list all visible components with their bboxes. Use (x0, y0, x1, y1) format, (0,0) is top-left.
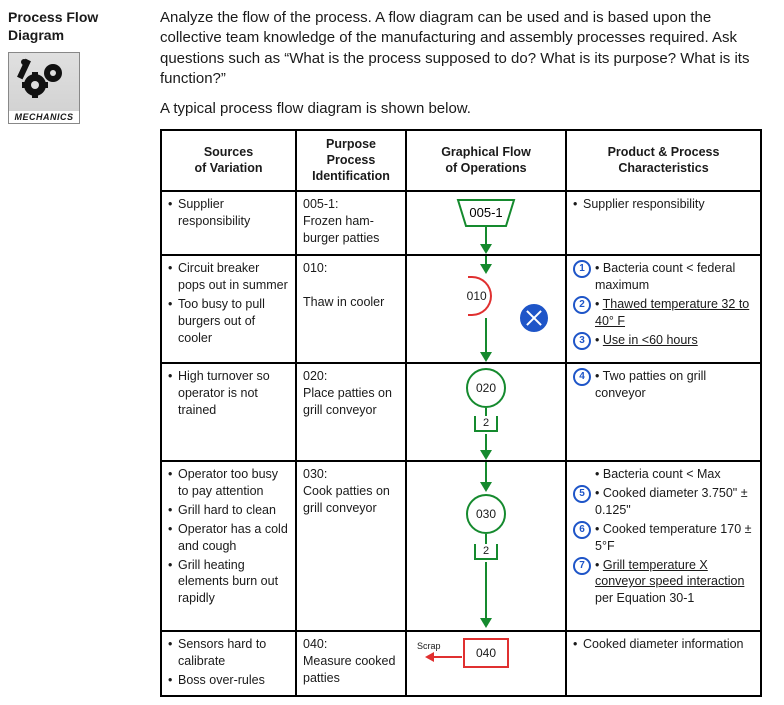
right-column: Analyze the flow of the process. A flow … (160, 8, 776, 697)
cell-flow: Scrap 040 (406, 631, 566, 696)
cell-purpose: 020: Place patties on grill conveyor (296, 363, 406, 461)
char-badge: 1 (573, 260, 591, 278)
table-row: Supplier responsibility 005-1: Frozen ha… (161, 191, 761, 255)
header-flow: Graphical Flow of Operations (406, 130, 566, 191)
table-row: Circuit breaker pops out in summer Too b… (161, 255, 761, 363)
header-sources: Sources of Variation (161, 130, 296, 191)
char-badge: 4 (573, 368, 591, 386)
char-badge: 3 (573, 332, 591, 350)
char-badge: 5 (573, 485, 591, 503)
page-root: Process Flow Diagram MECHANICS (8, 8, 776, 697)
cell-purpose: 030: Cook patties on grill conveyor (296, 461, 406, 631)
header-purpose: Purpose Process Identification (296, 130, 406, 191)
cell-flow: 005-1 (406, 191, 566, 255)
table-row: Sensors hard to calibrate Boss over-rule… (161, 631, 761, 696)
header-chars: Product & Process Characteristics (566, 130, 761, 191)
cell-flow: 010 (406, 255, 566, 363)
char-badge: 7 (573, 557, 591, 575)
trapezoid-node-icon: 005-1 (454, 198, 518, 228)
cell-sources: High turnover so operator is not trained (161, 363, 296, 461)
scrap-label: Scrap (417, 640, 441, 652)
char-badge: 6 (573, 521, 591, 539)
table-body: Supplier responsibility 005-1: Frozen ha… (161, 191, 761, 696)
svg-text:005-1: 005-1 (469, 205, 502, 220)
arrow-left-icon (425, 652, 462, 662)
cell-purpose: 010: Thaw in cooler (296, 255, 406, 363)
cell-chars: 1 Bacteria count < federal maximum 2 Tha… (566, 255, 761, 363)
section-title-line1: Process Flow (8, 9, 98, 25)
circle-node-icon: 030 (466, 494, 506, 534)
cell-purpose: 005-1: Frozen ham- burger patties (296, 191, 406, 255)
delay-node-icon: 2 (474, 544, 498, 560)
cell-chars: 4 Two patties on grill conveyor (566, 363, 761, 461)
table-row: High turnover so operator is not trained… (161, 363, 761, 461)
square-node-icon: 040 (463, 638, 509, 668)
cell-sources: Supplier responsibility (161, 191, 296, 255)
section-title-line2: Diagram (8, 27, 64, 43)
cell-chars: Supplier responsibility (566, 191, 761, 255)
cell-flow: 020 2 (406, 363, 566, 461)
cell-flow: 030 2 (406, 461, 566, 631)
cell-sources: Operator too busy to pay attention Grill… (161, 461, 296, 631)
half-circle-node-icon: 010 (468, 276, 492, 316)
table-row: Operator too busy to pay attention Grill… (161, 461, 761, 631)
table-header-row: Sources of Variation Purpose Process Ide… (161, 130, 761, 191)
cell-purpose: 040: Measure cooked patties (296, 631, 406, 696)
mechanics-label: MECHANICS (9, 111, 79, 123)
inspection-x-icon (520, 304, 548, 332)
delay-node-icon: 2 (474, 416, 498, 432)
cell-chars: Cooked diameter information (566, 631, 761, 696)
cell-chars: Bacteria count < Max 5 Cooked diameter 3… (566, 461, 761, 631)
mechanics-icon: MECHANICS (8, 52, 80, 124)
paragraph-1: Analyze the flow of the process. A flow … (160, 8, 776, 89)
gears-icon (17, 57, 71, 105)
process-flow-table: Sources of Variation Purpose Process Ide… (160, 129, 762, 697)
cell-sources: Sensors hard to calibrate Boss over-rule… (161, 631, 296, 696)
left-column: Process Flow Diagram MECHANICS (8, 8, 148, 697)
cell-sources: Circuit breaker pops out in summer Too b… (161, 255, 296, 363)
paragraph-2: A typical process flow diagram is shown … (160, 99, 776, 119)
section-title: Process Flow Diagram (8, 8, 148, 44)
char-badge: 2 (573, 296, 591, 314)
circle-node-icon: 020 (466, 368, 506, 408)
